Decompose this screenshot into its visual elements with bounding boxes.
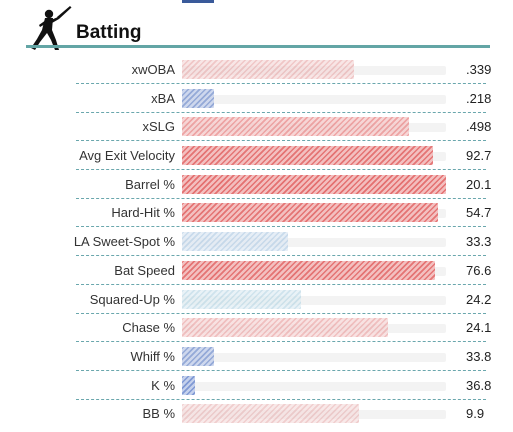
metric-label: Bat Speed: [114, 262, 175, 278]
metric-row: Squared-Up % 24.2: [0, 288, 513, 317]
row-separator: [76, 369, 486, 371]
metric-label: Barrel %: [125, 176, 175, 192]
metric-value: .339: [466, 62, 492, 77]
percentile-bar: [182, 203, 438, 223]
percentile-bar: [182, 346, 214, 366]
metric-label: BB %: [142, 406, 175, 422]
metric-label: Squared-Up %: [89, 291, 175, 307]
metric-label: Chase %: [122, 320, 175, 336]
metric-label: Hard-Hit %: [111, 205, 175, 221]
percentile-bar: [182, 404, 359, 424]
metric-row: xBA .218: [0, 87, 513, 116]
percentile-bar: [182, 375, 195, 395]
percentile-bar: [182, 146, 433, 166]
section-title: Batting: [76, 22, 142, 43]
metric-row: K % 36.8: [0, 374, 513, 403]
percentile-bar: [182, 260, 435, 280]
metric-value: 54.7: [466, 205, 492, 221]
row-separator: [76, 255, 486, 257]
metric-value: 9.9: [466, 406, 485, 422]
metric-row: Bat Speed 76.6: [0, 259, 513, 288]
metric-row: LA Sweet-Spot % 33.3: [0, 230, 513, 259]
percentile-bar: [182, 232, 288, 252]
header-rule: [26, 45, 490, 48]
metric-label: xSLG: [142, 119, 175, 135]
metric-row: Avg Exit Velocity 92.7: [0, 144, 513, 173]
top-tab-indicator: [182, 0, 214, 3]
metric-value: .498: [466, 119, 492, 135]
metric-value: .218: [466, 90, 492, 106]
metric-row: xSLG .498: [0, 115, 513, 144]
percentile-bar: [182, 117, 409, 137]
metric-row: Chase % 24.1: [0, 316, 513, 345]
percentile-track: [182, 94, 446, 104]
metric-row: Whiff % 33.8: [0, 345, 513, 374]
percentile-bar: [182, 174, 446, 194]
row-separator: [76, 226, 486, 228]
row-separator: [76, 140, 486, 142]
row-separator: [76, 83, 486, 84]
batter-icon: [31, 6, 72, 50]
metric-row: xwOBA .339: [0, 58, 513, 87]
metric-label: xBA: [151, 90, 175, 106]
percentile-track: [182, 352, 446, 362]
section-header: Batting: [26, 6, 490, 50]
metrics-list: xwOBA .339 xBA .218 xSLG .498 Avg Exit Velocit…: [0, 58, 513, 431]
metric-value: 76.6: [466, 262, 492, 278]
percentile-track: [182, 295, 446, 305]
metric-row: BB % 9.9: [0, 402, 513, 431]
metric-value: 20.1: [466, 176, 492, 192]
metric-label: xwOBA: [131, 62, 175, 77]
row-separator: [76, 283, 486, 285]
percentile-track: [182, 238, 446, 248]
row-separator: [76, 341, 486, 343]
metric-row: Barrel % 20.1: [0, 173, 513, 202]
percentile-bar: [182, 289, 301, 309]
metric-label: K %: [151, 377, 175, 393]
metric-value: 92.7: [466, 148, 492, 164]
metric-value: 24.2: [466, 291, 492, 307]
metric-label: LA Sweet-Spot %: [73, 234, 175, 250]
metric-value: 36.8: [466, 377, 492, 393]
metric-value: 24.1: [466, 320, 492, 336]
row-separator: [76, 398, 486, 400]
percentile-bar: [182, 60, 354, 79]
row-separator: [76, 169, 486, 171]
percentile-bar: [182, 88, 214, 108]
metric-label: Whiff %: [130, 348, 175, 364]
row-separator: [76, 312, 486, 314]
metric-row: Hard-Hit % 54.7: [0, 201, 513, 230]
metric-value: 33.3: [466, 234, 492, 250]
metric-label: Avg Exit Velocity: [79, 148, 175, 164]
percentile-bar: [182, 318, 388, 338]
row-separator: [76, 197, 486, 199]
percentile-track: [182, 381, 446, 391]
metric-value: 33.8: [466, 348, 492, 364]
row-separator: [76, 111, 486, 113]
